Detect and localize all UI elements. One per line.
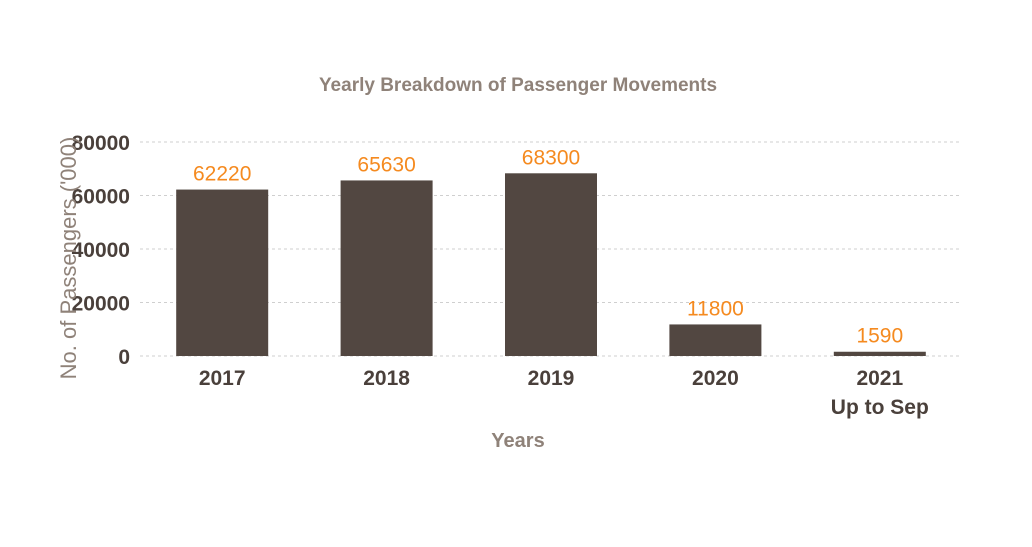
x-tick-label-line: 2019 — [528, 367, 575, 390]
data-label: 68300 — [522, 146, 580, 169]
x-axis-ticks: 2017 2018 2019 2020 2021 Up to Sep — [199, 367, 929, 419]
x-tick-label-line: Up to Sep — [831, 396, 929, 419]
bar — [505, 173, 597, 356]
data-label: 62220 — [193, 163, 251, 186]
y-tick-label: 40000 — [72, 239, 130, 262]
y-axis-title: No. of Passengers ('000) — [56, 137, 81, 380]
data-labels: 62220 65630 68300 11800 1590 — [193, 146, 903, 347]
y-tick-label: 0 — [118, 346, 130, 369]
data-label: 11800 — [687, 297, 744, 320]
bars — [176, 173, 926, 356]
x-tick-label: 2017 — [199, 367, 246, 390]
x-tick-label: 2021 Up to Sep — [831, 367, 929, 419]
bar — [176, 189, 269, 356]
data-label: 1590 — [856, 325, 903, 348]
bar — [669, 324, 762, 356]
chart-title: Yearly Breakdown of Passenger Movements — [319, 75, 717, 96]
x-tick-label-line: 2020 — [692, 367, 739, 390]
x-tick-label: 2018 — [363, 367, 410, 390]
bar — [340, 180, 433, 356]
x-tick-label: 2020 — [692, 367, 739, 390]
x-tick-label-line: 2021 — [856, 367, 903, 390]
y-tick-label: 60000 — [72, 186, 130, 209]
y-tick-label: 20000 — [72, 293, 130, 316]
x-tick-label-line: 2018 — [363, 367, 410, 390]
bar — [833, 351, 926, 356]
y-tick-label: 80000 — [72, 132, 130, 155]
x-axis-title: Years — [491, 430, 544, 452]
data-label: 65630 — [357, 153, 415, 176]
y-axis-ticks: 0 20000 40000 60000 80000 — [72, 132, 130, 369]
x-tick-label: 2019 — [528, 367, 575, 390]
x-tick-label-line: 2017 — [199, 367, 246, 390]
